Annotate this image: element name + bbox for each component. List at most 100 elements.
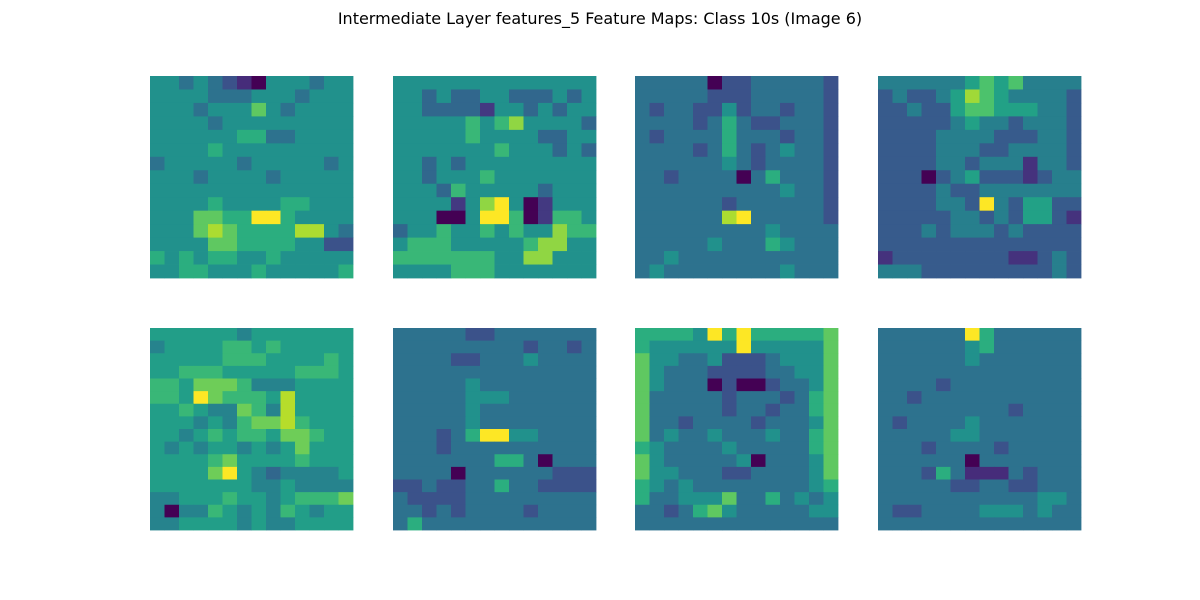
heatmap-cell xyxy=(451,492,466,506)
heatmap-cell xyxy=(809,76,824,90)
heatmap-cell xyxy=(567,441,582,455)
heatmap-cell xyxy=(222,454,238,468)
heatmap-cell xyxy=(664,353,679,367)
heatmap-cell xyxy=(950,129,966,144)
heatmap-cell xyxy=(407,340,423,354)
heatmap-cell xyxy=(707,340,723,354)
heatmap-cell xyxy=(907,416,922,430)
heatmap-cell xyxy=(280,365,296,379)
heatmap-cell xyxy=(538,517,553,531)
heatmap-cell xyxy=(465,429,481,443)
heatmap-cell xyxy=(393,210,408,225)
heatmap-cell xyxy=(237,183,252,198)
heatmap-cell xyxy=(164,365,180,379)
heatmap-cell xyxy=(208,492,223,506)
heatmap-cell xyxy=(907,156,922,171)
heatmap-cell xyxy=(649,143,665,158)
heatmap-cell xyxy=(736,492,752,506)
heatmap-cell xyxy=(208,416,223,430)
heatmap-cell xyxy=(994,237,1009,252)
heatmap-cell xyxy=(1052,454,1067,468)
heatmap-cell xyxy=(1037,429,1053,443)
heatmap-cell xyxy=(823,454,839,468)
heatmap-cell xyxy=(480,102,495,117)
heatmap-cell xyxy=(780,454,795,468)
heatmap-cell xyxy=(237,143,252,158)
heatmap-cell xyxy=(878,129,893,144)
heatmap-cell xyxy=(509,504,524,518)
heatmap-cell xyxy=(422,264,437,279)
heatmap-cell xyxy=(1066,224,1082,238)
heatmap-cell xyxy=(538,454,553,468)
heatmap-cell xyxy=(809,403,824,417)
heatmap-cell xyxy=(164,264,180,279)
heatmap-cell xyxy=(649,251,665,265)
heatmap-cell xyxy=(538,441,553,455)
heatmap-cell xyxy=(936,517,951,531)
heatmap-cell xyxy=(1008,76,1024,90)
heatmap-cell xyxy=(480,89,495,104)
heatmap-cell xyxy=(393,116,408,131)
heatmap-cell xyxy=(237,454,252,468)
heatmap-cell xyxy=(309,89,325,104)
heatmap-cell xyxy=(422,183,437,198)
heatmap-cell xyxy=(164,353,180,367)
heatmap-cell xyxy=(422,143,437,158)
heatmap-cell xyxy=(309,353,325,367)
heatmap-cell xyxy=(635,479,650,493)
heatmap-cell xyxy=(208,328,223,342)
heatmap-cell xyxy=(678,183,694,198)
feature-map-2 xyxy=(393,76,597,279)
heatmap-cell xyxy=(494,479,510,493)
heatmap-cell xyxy=(780,378,795,392)
heatmap-cell xyxy=(979,454,995,468)
heatmap-cell xyxy=(765,102,781,117)
heatmap-cell xyxy=(907,504,922,518)
heatmap-cell xyxy=(164,340,180,354)
heatmap-cell xyxy=(222,197,238,212)
heatmap-cell xyxy=(266,340,281,354)
heatmap-cell xyxy=(150,353,165,367)
heatmap-cell xyxy=(251,224,267,238)
heatmap-cell xyxy=(722,454,737,468)
heatmap-cell xyxy=(878,466,893,480)
heatmap-cell xyxy=(1037,353,1053,367)
heatmap-cell xyxy=(907,353,922,367)
heatmap-cell xyxy=(422,328,437,342)
heatmap-cell xyxy=(693,378,708,392)
heatmap-cell xyxy=(950,183,966,198)
heatmap-cell xyxy=(222,116,238,131)
heatmap-cell xyxy=(567,116,582,131)
heatmap-cell xyxy=(693,76,708,90)
heatmap-cell xyxy=(567,492,582,506)
heatmap-cell xyxy=(494,466,510,480)
heatmap-cell xyxy=(751,143,766,158)
heatmap-cell xyxy=(722,340,737,354)
heatmap-cell xyxy=(309,102,325,117)
heatmap-cell xyxy=(494,143,510,158)
heatmap-cell xyxy=(509,116,524,131)
heatmap-cell xyxy=(892,170,908,185)
heatmap-cell xyxy=(309,416,325,430)
heatmap-cell xyxy=(635,237,650,252)
heatmap-cell xyxy=(707,251,723,265)
heatmap-cell xyxy=(393,391,408,405)
heatmap-cell xyxy=(280,479,296,493)
heatmap-cell xyxy=(664,328,679,342)
heatmap-cell xyxy=(509,340,524,354)
heatmap-cell xyxy=(693,129,708,144)
heatmap-cell xyxy=(324,416,339,430)
heatmap-cell xyxy=(936,129,951,144)
heatmap-cell xyxy=(921,466,937,480)
heatmap-cell xyxy=(324,466,339,480)
heatmap-cell xyxy=(436,224,452,238)
heatmap-cell xyxy=(979,403,995,417)
heatmap-cell xyxy=(979,391,995,405)
heatmap-cell xyxy=(1052,129,1067,144)
heatmap-cell xyxy=(494,391,510,405)
heatmap-cell xyxy=(538,264,553,279)
heatmap-cell xyxy=(509,466,524,480)
heatmap-cell xyxy=(494,504,510,518)
heatmap-cell xyxy=(324,129,339,144)
heatmap-cell xyxy=(722,224,737,238)
